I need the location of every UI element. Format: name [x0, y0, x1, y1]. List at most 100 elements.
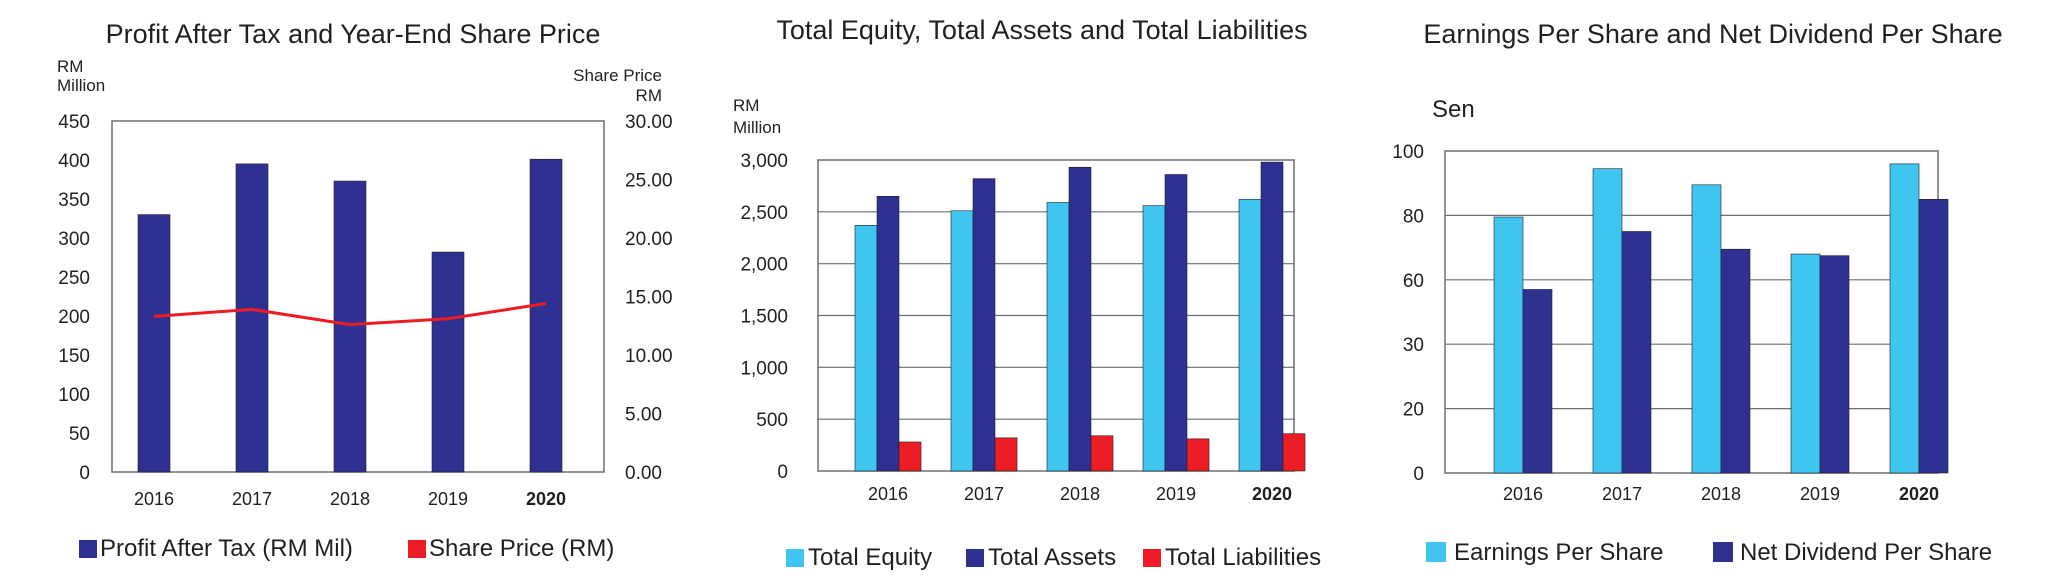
y2-tick-label: 20.00 — [625, 229, 673, 250]
bar-total-assets-2020 — [1260, 161, 1284, 472]
bar-total-equity-2020 — [1238, 199, 1262, 472]
bar-earnings-per-share-2020 — [1889, 163, 1920, 474]
y-tick-label: 100 — [58, 385, 90, 406]
bar-total-liabilities-2017 — [994, 437, 1018, 472]
y2-tick-label: 25.00 — [625, 171, 673, 192]
chart-title: Profit After Tax and Year-End Share Pric… — [106, 19, 601, 49]
legend-label: Total Liabilities — [1165, 544, 1321, 571]
y2-tick-label: 30.00 — [625, 112, 673, 133]
bar-net-dividend-per-share-2016 — [1522, 289, 1553, 474]
x-tick-label: 2017 — [1602, 484, 1642, 504]
y-tick-label: 450 — [58, 112, 90, 133]
x-tick-label: 2019 — [1800, 484, 1840, 504]
bar-profit-after-tax-rm-mil--2020 — [529, 158, 563, 473]
x-tick-label: 2019 — [1156, 484, 1196, 504]
legend-swatch-earnings-per-share — [1426, 542, 1446, 562]
y-tick-label: 100 — [1392, 142, 1424, 163]
y-axis-unit-label: Million — [57, 76, 105, 95]
y-tick-label: 2,500 — [740, 203, 788, 224]
legend-swatch-total-assets — [966, 549, 984, 567]
y-tick-label: 80 — [1403, 206, 1424, 227]
chart-title: Earnings Per Share and Net Dividend Per … — [1423, 19, 2002, 49]
legend-label: Total Equity — [808, 544, 932, 571]
y-tick-label: 0 — [79, 463, 90, 484]
y-tick-label: 0 — [777, 462, 788, 483]
x-tick-label: 2016 — [1503, 484, 1543, 504]
y2-axis-unit-label: RM — [636, 86, 662, 105]
bar-total-equity-2019 — [1142, 205, 1166, 472]
bar-total-assets-2017 — [972, 178, 996, 472]
y2-tick-label: 15.00 — [625, 288, 673, 309]
y-tick-label: 1,000 — [740, 358, 788, 379]
bar-total-liabilities-2018 — [1090, 435, 1114, 472]
y-tick-label: 400 — [58, 151, 90, 172]
bar-total-assets-2018 — [1068, 166, 1092, 472]
y2-tick-label: 10.00 — [625, 346, 673, 367]
x-tick-label: 2016 — [134, 489, 174, 509]
y-tick-label: 3,000 — [740, 151, 788, 172]
bar-net-dividend-per-share-2017 — [1621, 231, 1652, 474]
y-tick-label: 500 — [756, 410, 788, 431]
legend-label: Total Assets — [988, 544, 1116, 571]
legend-swatch-net-dividend-per-share — [1713, 542, 1733, 562]
bar-profit-after-tax-rm-mil--2019 — [431, 251, 465, 473]
y-tick-label: 350 — [58, 190, 90, 211]
bar-profit-after-tax-rm-mil--2017 — [235, 163, 269, 473]
bar-total-equity-2018 — [1046, 202, 1070, 472]
bar-profit-after-tax-rm-mil--2016 — [137, 214, 171, 473]
x-tick-label: 2018 — [330, 489, 370, 509]
bar-total-liabilities-2016 — [898, 441, 922, 472]
x-tick-label: 2020 — [1899, 484, 1939, 504]
y-tick-label: 150 — [58, 346, 90, 367]
bar-earnings-per-share-2016 — [1493, 216, 1524, 474]
legend-swatch-total-equity — [786, 549, 804, 567]
bar-total-assets-2016 — [876, 195, 900, 472]
y-tick-label: 250 — [58, 268, 90, 289]
bar-earnings-per-share-2017 — [1592, 168, 1623, 474]
bar-earnings-per-share-2019 — [1790, 253, 1821, 474]
x-tick-label: 2018 — [1701, 484, 1741, 504]
y-tick-label: 30 — [1403, 335, 1424, 356]
legend-label: Net Dividend Per Share — [1740, 539, 1992, 566]
bar-total-assets-2019 — [1164, 174, 1188, 472]
legend-label: Profit After Tax (RM Mil) — [100, 535, 353, 562]
legend-swatch-share-price-rm- — [408, 540, 426, 558]
y-tick-label: 2,000 — [740, 255, 788, 276]
y-tick-label: 200 — [58, 307, 90, 328]
x-tick-label: 2020 — [1252, 484, 1292, 504]
bar-net-dividend-per-share-2020 — [1918, 199, 1949, 474]
x-tick-label: 2016 — [868, 484, 908, 504]
x-tick-label: 2017 — [232, 489, 272, 509]
y-axis-unit-label: Sen — [1432, 96, 1475, 123]
x-tick-label: 2018 — [1060, 484, 1100, 504]
bar-total-equity-2016 — [854, 225, 878, 472]
x-tick-label: 2020 — [526, 489, 566, 509]
bar-total-liabilities-2020 — [1282, 433, 1306, 472]
y-axis-unit-label: Million — [733, 118, 781, 137]
y2-tick-label: 5.00 — [625, 405, 662, 426]
y-tick-label: 50 — [69, 424, 90, 445]
x-tick-label: 2017 — [964, 484, 1004, 504]
legend-swatch-profit-after-tax-rm-mil- — [79, 540, 97, 558]
bar-total-equity-2017 — [950, 210, 974, 472]
y-tick-label: 20 — [1403, 400, 1424, 421]
y2-axis-unit-label: Share Price — [573, 66, 662, 85]
y-tick-label: 300 — [58, 229, 90, 250]
series-line-share-price — [153, 302, 547, 327]
bar-profit-after-tax-rm-mil--2018 — [333, 180, 367, 473]
legend-label: Share Price (RM) — [429, 535, 614, 562]
y-axis-unit-label: RM — [733, 96, 759, 115]
bar-total-liabilities-2019 — [1186, 438, 1210, 472]
x-tick-label: 2019 — [428, 489, 468, 509]
legend-swatch-total-liabilities — [1143, 549, 1161, 567]
bar-net-dividend-per-share-2019 — [1819, 255, 1850, 474]
y-tick-label: 60 — [1403, 271, 1424, 292]
legend-label: Earnings Per Share — [1454, 539, 1663, 566]
y-axis-unit-label: RM — [57, 57, 83, 76]
y-tick-label: 1,500 — [740, 307, 788, 328]
y2-tick-label: 0.00 — [625, 463, 662, 484]
chart-title: Total Equity, Total Assets and Total Lia… — [776, 15, 1307, 45]
bar-earnings-per-share-2018 — [1691, 184, 1722, 474]
